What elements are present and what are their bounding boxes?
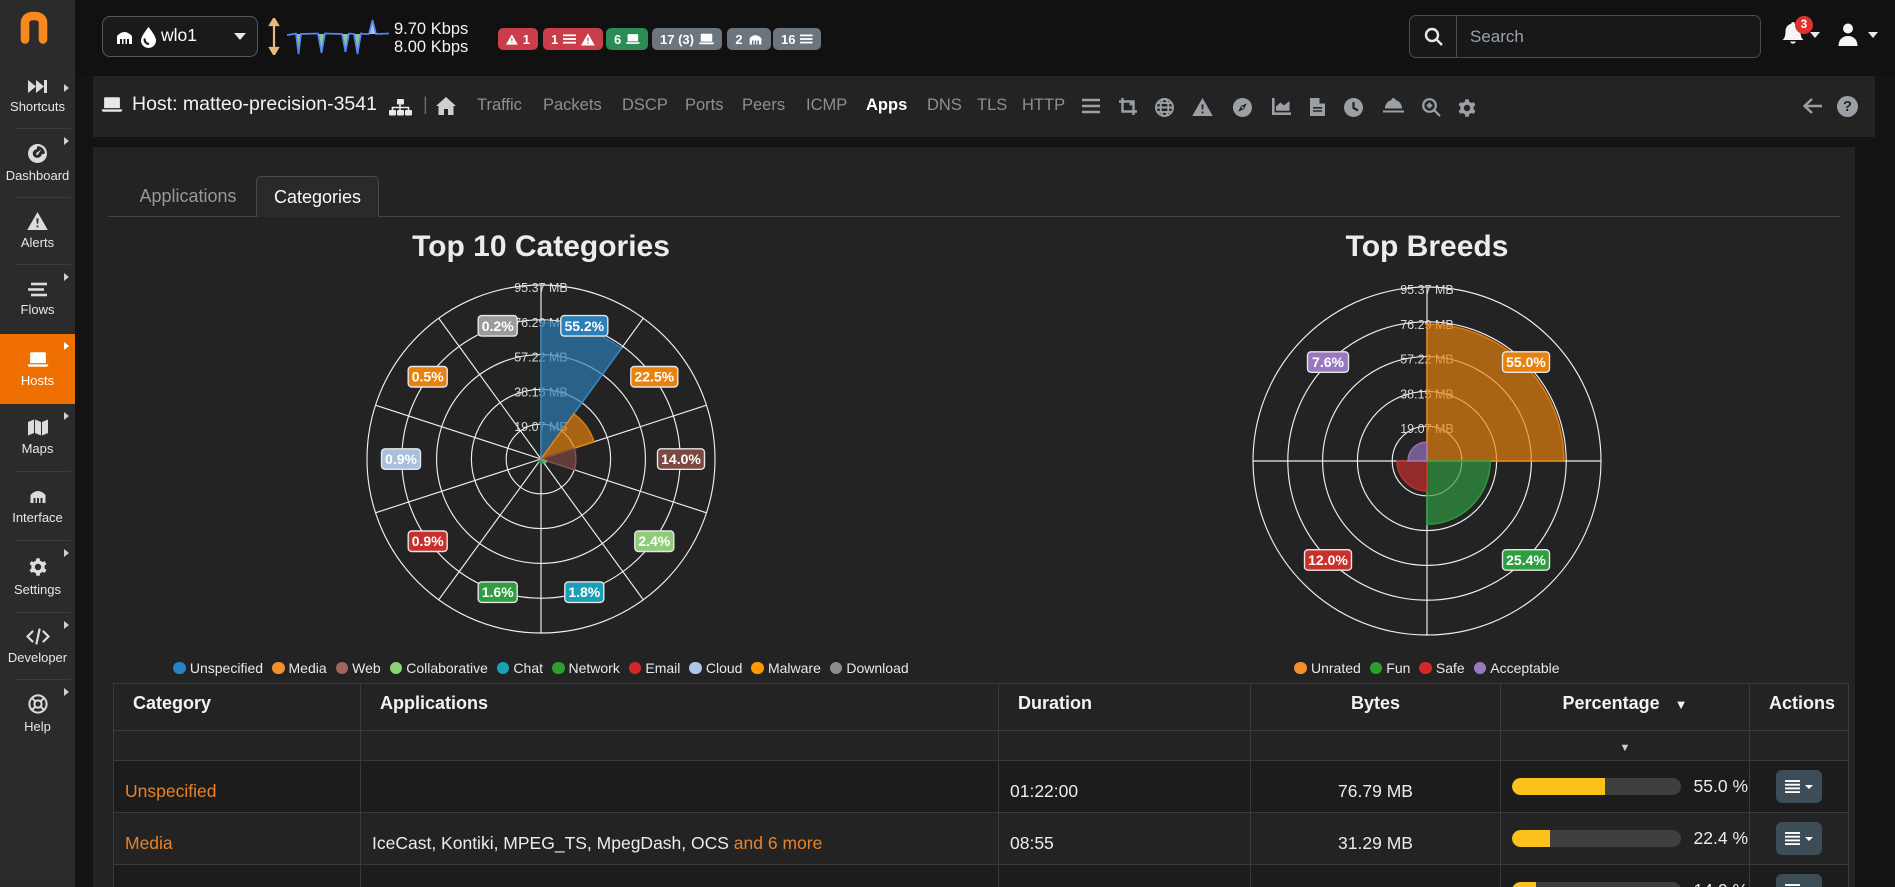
svg-text:2.4%: 2.4%: [638, 533, 670, 549]
svg-text:95.37 MB: 95.37 MB: [514, 281, 568, 295]
svg-text:1.8%: 1.8%: [568, 584, 600, 600]
svg-text:7.6%: 7.6%: [1312, 354, 1344, 370]
svg-text:25.4%: 25.4%: [1506, 552, 1546, 568]
svg-text:1.6%: 1.6%: [482, 584, 514, 600]
svg-text:55.2%: 55.2%: [564, 318, 604, 334]
svg-text:0.9%: 0.9%: [385, 451, 417, 467]
svg-text:0.9%: 0.9%: [412, 533, 444, 549]
svg-text:0.2%: 0.2%: [482, 318, 514, 334]
svg-text:0.5%: 0.5%: [412, 369, 444, 385]
svg-text:22.5%: 22.5%: [634, 369, 674, 385]
svg-text:14.0%: 14.0%: [661, 451, 701, 467]
svg-text:95.37 MB: 95.37 MB: [1400, 283, 1454, 297]
svg-text:12.0%: 12.0%: [1308, 552, 1348, 568]
svg-text:55.0%: 55.0%: [1506, 354, 1546, 370]
